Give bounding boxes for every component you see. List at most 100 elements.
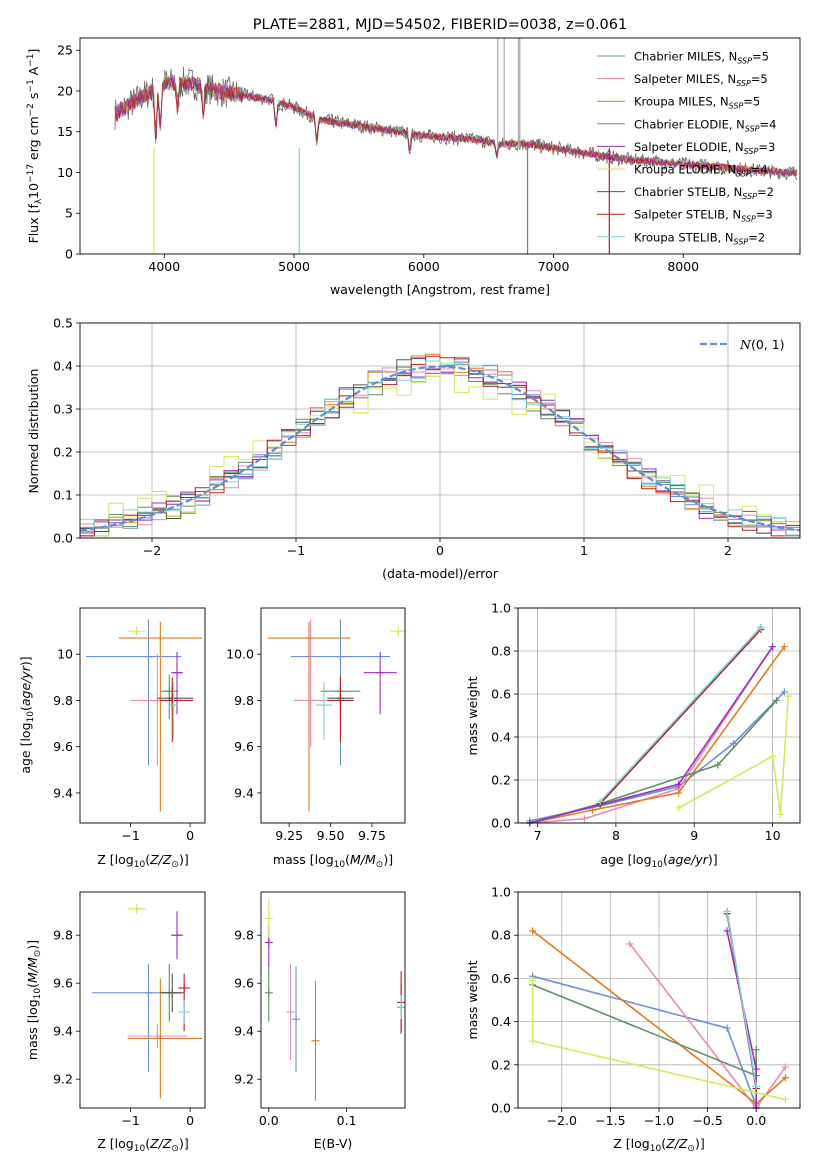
errorbar-point-7 (327, 677, 354, 743)
point-marker (173, 931, 182, 940)
x-tick-label: 0.0 (259, 1113, 279, 1128)
weight-marker (729, 739, 737, 747)
histogram-8 (80, 360, 800, 537)
y-tick-label: 10 (57, 165, 73, 180)
point-marker (168, 988, 177, 997)
x-tick-label: 8 (612, 828, 620, 843)
label-part: )] (708, 852, 718, 867)
legend-label: Salpeter MILES, NSSP=5 (634, 72, 768, 88)
point-marker (394, 627, 403, 636)
mass-vs-Z-ylabel: mass [log10(M/M⊙)] (25, 940, 43, 1060)
legend-label-value: =3 (756, 208, 773, 222)
label-part: ] (26, 49, 41, 54)
legend-label-text: Kroupa ELODIE, N (634, 163, 736, 177)
legend-label-sub: SSP (729, 102, 744, 111)
y-tick-label: 0.4 (53, 359, 73, 374)
legend-label: Salpeter ELODIE, NSSP=3 (634, 140, 775, 156)
age_vs_Z-frame (79, 607, 206, 824)
label-part: age [log (18, 722, 33, 773)
label-part: ( (663, 852, 668, 867)
errorbar-point-3 (160, 675, 179, 719)
x-tick-label: 0.0 (746, 1113, 766, 1128)
legend-label-sub: SSP (742, 192, 757, 201)
weight-line-0 (529, 691, 785, 822)
y-tick-label: 15 (57, 124, 73, 139)
legend-label-value: =5 (743, 95, 760, 109)
legend-label: Chabrier MILES, NSSP=5 (634, 50, 769, 66)
y-tick-label: 0.2 (491, 773, 511, 788)
y-tick-label: 0.8 (491, 644, 511, 659)
y-tick-label: 1.0 (491, 885, 511, 900)
y-tick-label: 9.4 (53, 1024, 73, 1039)
weight-line-3 (532, 984, 757, 1108)
errorbar-point-6 (157, 686, 194, 710)
label-part: ⊙ (33, 950, 43, 958)
label-part: Z/Z (665, 1136, 688, 1151)
x-tick-label: 0 (186, 828, 194, 843)
y-tick-label: 9.4 (53, 785, 73, 800)
y-tick-label: 9.2 (234, 1072, 254, 1087)
y-tick-label: 1.0 (491, 601, 511, 616)
errorbar-point-5 (127, 626, 146, 636)
point-marker (180, 1008, 189, 1016)
label-part: 10 (134, 860, 146, 870)
weight-marker (581, 815, 589, 823)
point-marker (156, 634, 165, 643)
x-tick-label: 7 (534, 828, 542, 843)
errorbar-point-2 (267, 621, 351, 812)
legend-label: Chabrier ELODIE, NSSP=4 (634, 117, 776, 133)
label-part: ⊙ (171, 1144, 179, 1154)
point-marker (173, 668, 182, 677)
legend-label-value: =2 (748, 230, 765, 244)
legend-label-value: =4 (760, 117, 777, 131)
y-tick-label: 0.0 (491, 1101, 511, 1116)
legend-label: Salpeter STELIB, NSSP=3 (634, 208, 773, 224)
y-tick-label: 0.0 (491, 816, 511, 831)
residuals-ylabel: Normed distribution (26, 369, 41, 494)
y-tick-label: 5 (65, 206, 73, 221)
label-part: ( (145, 852, 150, 867)
point-marker (286, 1008, 295, 1016)
spectrum-frame (79, 37, 801, 255)
y-tick-label: 25 (57, 43, 73, 58)
weight-marker (529, 927, 537, 935)
point-marker (264, 988, 273, 997)
mass_vs_ebv-points (264, 899, 405, 1101)
legend-label: Kroupa ELODIE, NSSP=4 (634, 163, 768, 179)
x-tick-label: 2 (724, 543, 732, 558)
x-tick-label: 9.25 (275, 828, 303, 843)
weight-marker (626, 940, 634, 948)
y-tick-label: 10.0 (226, 647, 254, 662)
mass_vs_ebv-frame (260, 891, 406, 1109)
weight-line-0 (532, 975, 757, 1107)
errorbar-point-7 (160, 677, 194, 743)
mass_vs_Z-axes: −1 0 9.2 9.4 9.6 9.8 (53, 928, 194, 1128)
legend-label-sub: SSP (741, 215, 756, 224)
label-part: 10 (26, 711, 36, 723)
age-vs-mass-xlabel: mass [log10(M/M⊙)] (273, 852, 393, 870)
weight-vs-age-xlabel: age [log10(age/yr)] (600, 852, 717, 870)
legend-label-text: Chabrier ELODIE, N (634, 117, 745, 131)
weight_vs_age-frame (517, 607, 801, 824)
y-tick-label: 9.6 (53, 739, 73, 754)
point-marker (306, 696, 315, 705)
label-part: ⊙ (376, 860, 384, 870)
weight-marker (529, 977, 537, 985)
label-part: A (26, 66, 41, 79)
errorbar-point-8 (315, 681, 333, 740)
label-part: ( (345, 852, 350, 867)
legend-label-text: Chabrier MILES, N (634, 50, 737, 64)
x-tick-label: 7000 (538, 259, 570, 274)
y-tick-label: 0 (65, 247, 73, 262)
label-part: −1 (26, 79, 36, 92)
y-tick-label: 9.6 (53, 976, 73, 991)
errorbar-point-0 (91, 964, 182, 1072)
weight-marker (723, 907, 731, 915)
legend-label-text: Chabrier STELIB, N (634, 185, 742, 199)
y-tick-label: 9.4 (234, 1024, 254, 1039)
legend-label-value: =5 (752, 50, 769, 64)
legend-label-sub: SSP (737, 57, 752, 66)
y-tick-label: 0.6 (491, 971, 511, 986)
point-marker (264, 914, 273, 923)
label-part: s (26, 93, 41, 104)
